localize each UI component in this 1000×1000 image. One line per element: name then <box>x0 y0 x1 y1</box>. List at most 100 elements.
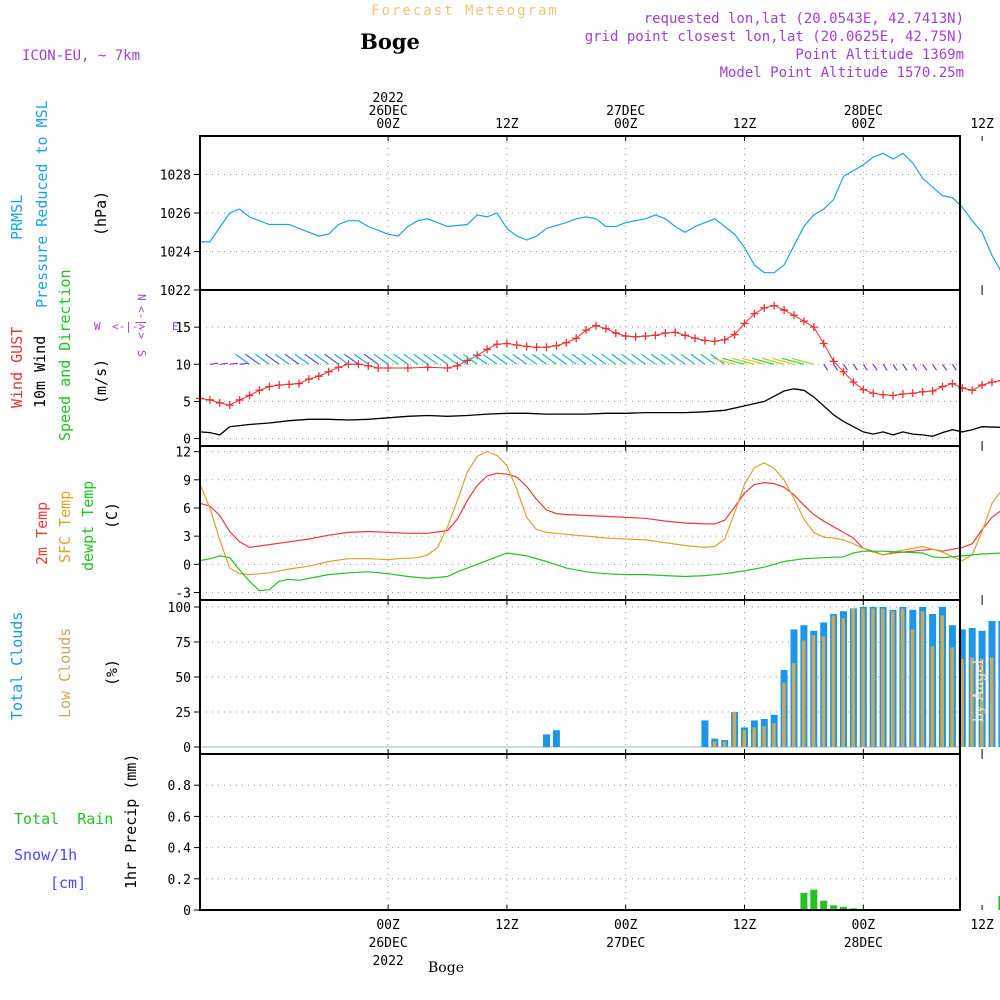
total-cloud-bar <box>543 734 550 747</box>
data-layer <box>196 152 1000 911</box>
gust-point <box>265 382 274 391</box>
compass-w: W <box>94 320 101 333</box>
temp2m-line <box>199 472 1000 556</box>
gust-point <box>215 398 224 407</box>
wind-arrow <box>383 353 399 365</box>
total-cloud-bar <box>701 720 709 747</box>
gust-point <box>552 341 561 350</box>
gust-point <box>918 387 927 396</box>
low-cloud-bar <box>742 730 746 747</box>
bottom-time-label: 12Z <box>970 918 994 933</box>
gust-point <box>314 372 323 381</box>
gust-point <box>572 334 581 343</box>
wind-arrow <box>862 363 868 371</box>
y-tick-label: 1026 <box>160 207 191 222</box>
top-time-label: 27DEC <box>606 104 645 119</box>
wind-arrow <box>235 353 250 365</box>
label-snow: Snow/1h <box>14 846 77 864</box>
gust-point <box>799 317 808 326</box>
gust-point <box>740 319 749 328</box>
low-cloud-bar <box>910 629 915 747</box>
low-cloud-bar <box>792 663 796 747</box>
rain-bar <box>820 900 828 910</box>
wind-arrow <box>512 353 528 365</box>
gust-point <box>898 390 907 398</box>
wind-arrow <box>611 353 627 365</box>
wind-arrow <box>932 363 938 371</box>
credit: by Angel <box>971 659 987 722</box>
low-cloud-bar <box>871 608 875 747</box>
wind-arrow <box>781 357 805 365</box>
compass-n: N <box>135 294 148 301</box>
y-tick-label: 3 <box>183 530 191 545</box>
gust-point <box>671 328 680 337</box>
wind-arrow <box>791 357 814 365</box>
bottom-time-label: 00Z <box>614 918 638 933</box>
gust-point <box>968 386 977 395</box>
compass-arrow-v: <-|-> <box>135 306 148 339</box>
gust-point <box>869 389 878 398</box>
rain-bar <box>840 906 847 910</box>
wind-arrow <box>631 353 646 365</box>
wind-arrow <box>532 353 547 365</box>
low-cloud-bar <box>851 608 855 747</box>
point-altitude: Point Altitude 1369m <box>795 47 964 63</box>
gust-point <box>364 361 373 370</box>
y-tick-label: 0.2 <box>168 873 191 888</box>
gust-point <box>522 342 531 351</box>
gust-point <box>809 323 818 332</box>
low-cloud-bar <box>712 741 717 747</box>
gust-point <box>879 390 888 399</box>
gust-point <box>938 382 947 391</box>
gust-point <box>483 345 492 354</box>
gust-point <box>542 343 551 352</box>
top-time-label: 2022 <box>372 91 403 106</box>
label-sfc-temp: SFC Temp <box>56 491 74 563</box>
gust-point <box>988 378 996 387</box>
top-time-label: 28DEC <box>844 104 883 119</box>
top-time-label: 00Z <box>614 117 638 132</box>
wind-arrow <box>670 353 686 365</box>
frame-layer <box>199 135 961 911</box>
gust-point <box>790 311 798 320</box>
low-cloud-bar <box>821 636 826 747</box>
wind-arrow <box>363 353 379 365</box>
gust-point <box>621 332 630 341</box>
gust-point <box>651 331 660 340</box>
wind-arrow <box>314 353 330 365</box>
wind-arrow <box>294 353 310 365</box>
gust-point <box>275 381 284 390</box>
wind-arrow <box>274 353 290 365</box>
gust-point <box>453 361 462 370</box>
compass-arrow-h: <-|-> <box>112 320 145 333</box>
gust-line <box>199 305 1000 406</box>
bottom-time-label: 12Z <box>495 918 519 933</box>
low-cloud-bar <box>990 657 994 747</box>
wind-arrow <box>502 353 518 365</box>
y-tick-label: 6 <box>183 502 191 517</box>
gust-point <box>374 364 383 372</box>
label-total-rain: Total Rain <box>14 810 113 828</box>
wind-arrow <box>413 353 429 365</box>
gust-point <box>592 321 600 330</box>
low-cloud-bar <box>920 611 925 747</box>
label-low-clouds: Low Clouds <box>56 628 74 718</box>
top-time-label: 12Z <box>495 117 519 132</box>
low-cloud-bar <box>752 727 756 747</box>
wind-arrow <box>852 363 858 371</box>
gust-point <box>997 379 1000 382</box>
location-title: Boge <box>360 29 420 54</box>
compass-e: E <box>172 320 179 333</box>
model-altitude: Model Point Altitude 1570.25m <box>720 65 964 81</box>
wind-arrow <box>209 362 218 365</box>
wind-arrow <box>219 362 228 365</box>
label-speed-dir: Speed and Direction <box>56 269 74 441</box>
label-dewpt: dewpt Temp <box>79 481 97 571</box>
gust-point <box>601 324 610 333</box>
rain-bar <box>830 905 838 910</box>
gust-point <box>245 391 254 400</box>
wind-arrow <box>690 353 706 365</box>
wind-arrow <box>591 353 607 365</box>
wind-arrow <box>482 353 498 365</box>
wind-arrow <box>492 353 508 365</box>
